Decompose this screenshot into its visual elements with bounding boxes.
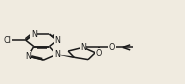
Text: N: N (25, 52, 31, 61)
Polygon shape (57, 54, 75, 58)
Text: N: N (54, 50, 60, 59)
Text: O: O (109, 43, 115, 52)
Text: Cl: Cl (4, 36, 12, 45)
Text: N: N (80, 43, 86, 52)
Text: N: N (31, 30, 37, 39)
Text: O: O (96, 49, 102, 58)
Text: N: N (54, 36, 60, 45)
